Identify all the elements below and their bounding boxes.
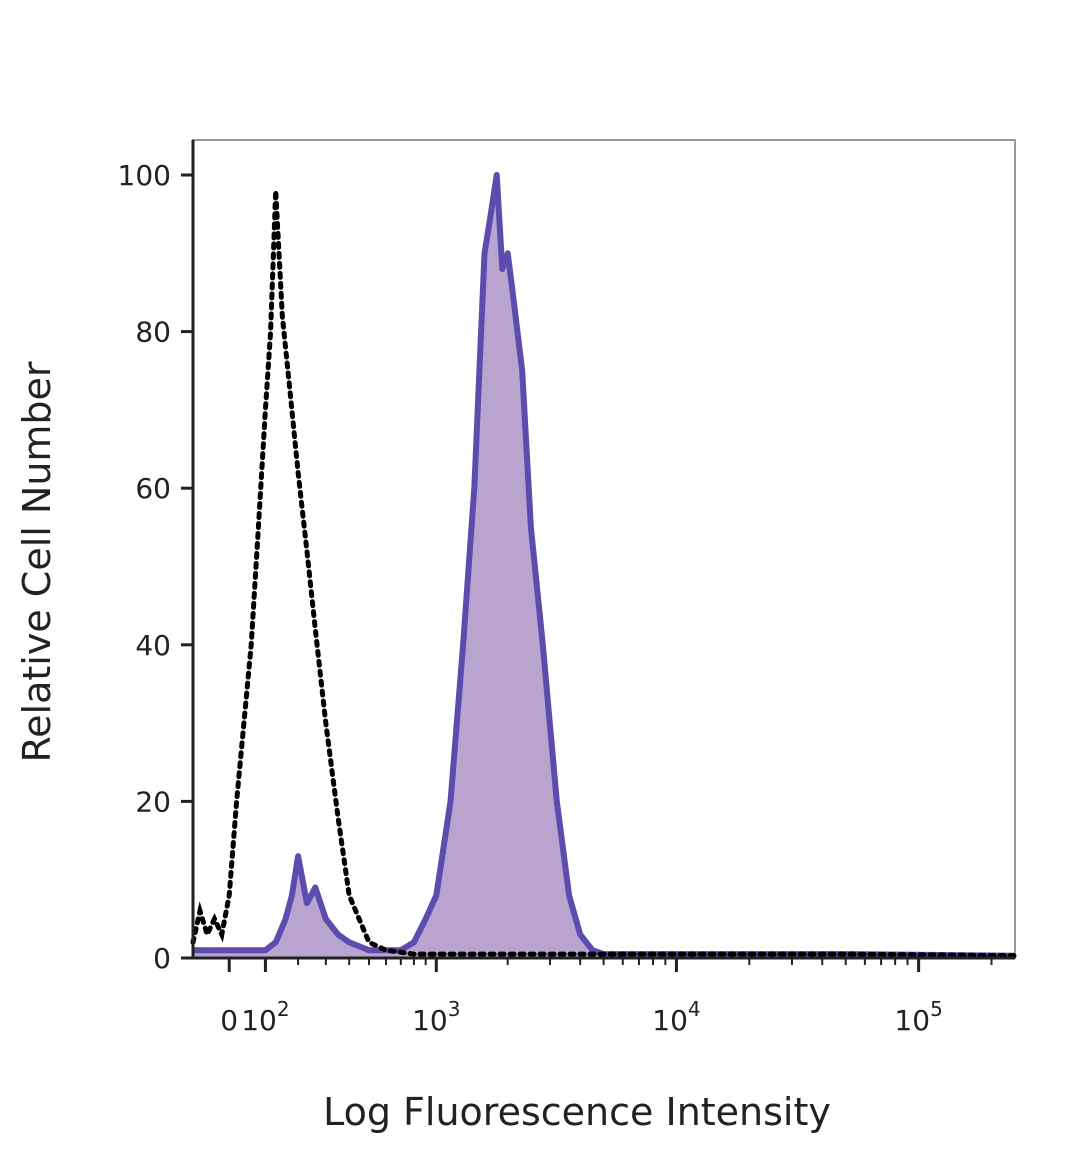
control-histogram-dotted bbox=[190, 190, 1018, 959]
y-axis-ticks: 0 20 40 60 80 100 bbox=[118, 159, 193, 975]
x-tick-label: 105 bbox=[894, 997, 942, 1037]
plot-frame bbox=[192, 139, 1016, 959]
series-layer bbox=[190, 172, 1018, 959]
x-tick-label: 0 bbox=[220, 1004, 238, 1037]
y-tick-label: 0 bbox=[153, 942, 171, 975]
x-axis-title: Log Fluorescence Intensity bbox=[323, 1090, 831, 1134]
x-axis-ticks: 0 102 103 104 105 bbox=[220, 958, 993, 1037]
y-tick-label: 60 bbox=[135, 472, 171, 505]
y-axis-title: Relative Cell Number bbox=[15, 361, 59, 762]
x-tick-label: 104 bbox=[652, 997, 700, 1037]
x-tick-label: 103 bbox=[412, 997, 460, 1037]
y-tick-label: 40 bbox=[135, 629, 171, 662]
y-tick-label: 20 bbox=[135, 785, 171, 818]
x-tick-label: 102 bbox=[241, 997, 289, 1037]
y-tick-label: 100 bbox=[118, 159, 171, 192]
y-tick-label: 80 bbox=[135, 316, 171, 349]
stained-histogram-outline bbox=[193, 172, 1016, 959]
